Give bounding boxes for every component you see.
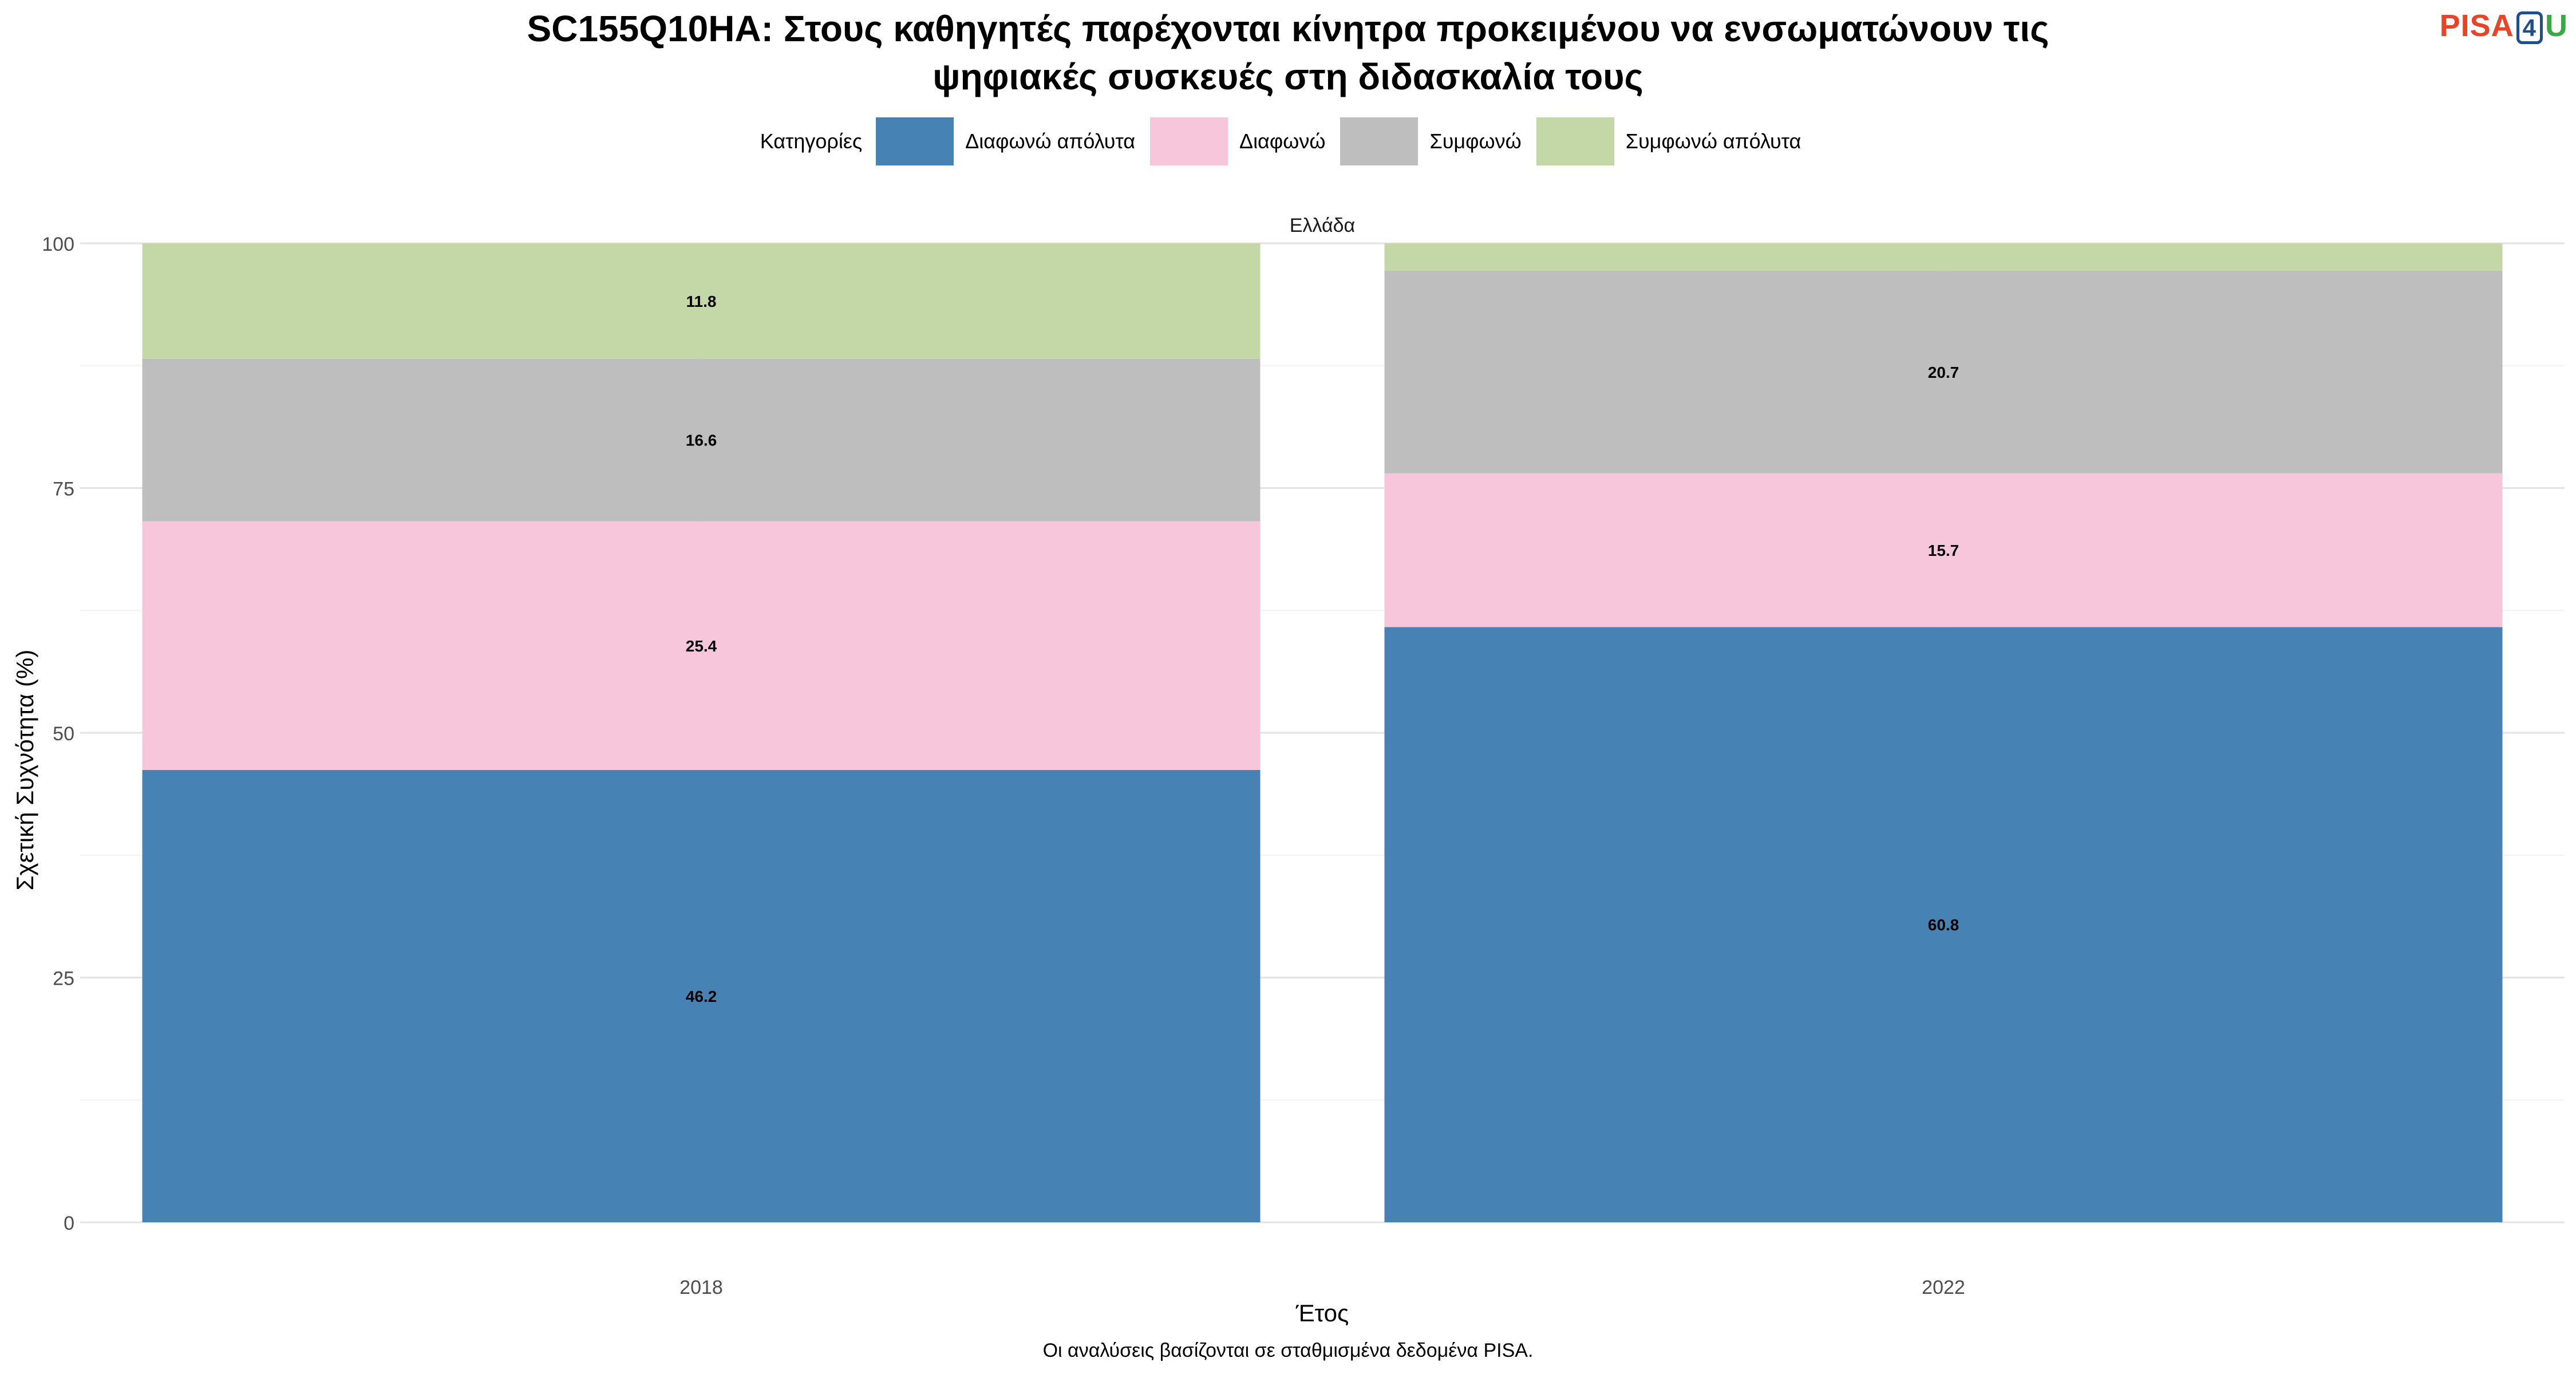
logo-text-u: U [2545,9,2568,43]
y-axis-title: Σχετική Συχνότητα (%) [11,649,38,891]
y-tick-label: 25 [53,968,74,990]
data-label: 15.7 [1928,542,1959,559]
chart-title-line-2: ψηφιακές συσκευές στη διδασκαλία τους [933,56,1643,97]
legend-item: Διαφωνώ [1150,117,1325,165]
chart-caption: Οι αναλύσεις βασίζονται σε σταθμισμένα δ… [1042,1340,1534,1361]
legend-swatch [1150,117,1228,165]
legend-swatch [1536,117,1614,165]
bar-segment [1384,270,2503,473]
legend-swatch [1340,117,1419,165]
data-label: 16.6 [686,432,717,449]
bar-segment [142,521,1261,770]
y-tick-label: 75 [53,479,74,500]
chart-title: SC155Q10HA: Στους καθηγητές παρέχονται κ… [0,5,2576,101]
bar-segment [1384,627,2503,1222]
bar-segment [142,769,1261,1222]
bar-segment [142,358,1261,522]
data-label: 25.4 [686,637,717,655]
x-axis-title: Έτος [1295,1300,1349,1326]
legend: Κατηγορίες Διαφωνώ απόλυτα Διαφωνώ Συμφω… [0,117,2576,165]
legend-swatch [876,117,954,165]
legend-item: Διαφωνώ απόλυτα [876,117,1135,165]
chart-title-line-1: SC155Q10HA: Στους καθηγητές παρέχονται κ… [527,8,2049,49]
logo-text-pisa: PISA [2439,9,2514,43]
legend-label: Διαφωνώ απόλυτα [965,129,1136,153]
logo-text-4: 4 [2516,11,2543,44]
legend-title: Κατηγορίες [760,129,863,153]
legend-label: Συμφωνώ απόλυτα [1625,129,1801,153]
y-tick-label: 0 [64,1213,74,1234]
y-tick-label: 100 [42,234,74,255]
bar-segment [1384,473,2503,627]
facet-strip-label: Ελλάδα [1289,215,1356,236]
pisa4u-logo: PISA 4 U [2440,8,2568,44]
bar-segment [1384,243,2503,271]
data-label: 11.8 [686,293,717,310]
x-tick-label: 2022 [1922,1277,1965,1298]
bar-segment [142,243,1261,359]
data-label: 20.7 [1928,364,1959,381]
y-tick-label: 50 [53,723,74,745]
x-tick-label: 2018 [679,1277,723,1298]
legend-label: Συμφωνώ [1429,129,1522,153]
legend-item: Συμφωνώ απόλυτα [1536,117,1801,165]
legend-item: Συμφωνώ [1340,117,1522,165]
data-label: 46.2 [686,988,717,1005]
data-label: 60.8 [1928,916,1959,934]
legend-label: Διαφωνώ [1239,129,1326,153]
